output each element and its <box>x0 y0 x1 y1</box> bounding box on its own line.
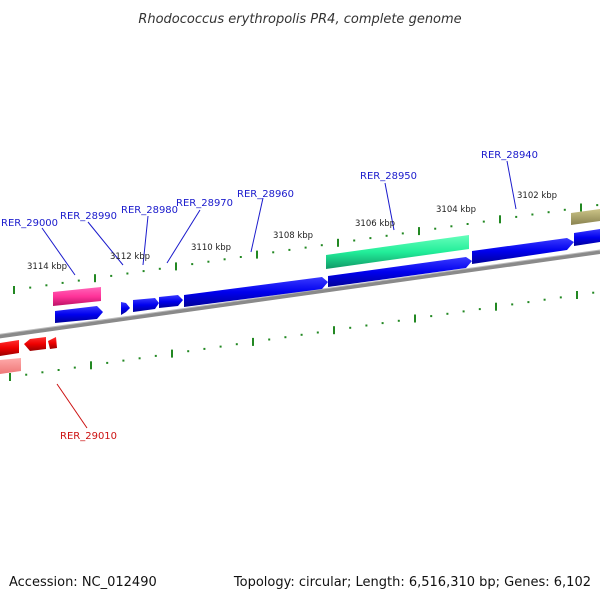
gene-label-rer-28980[interactable]: RER_28980 <box>121 205 178 216</box>
gene-label-rer-28970[interactable]: RER_28970 <box>176 198 233 209</box>
scale-label-3108: 3108 kbp <box>273 231 313 241</box>
scale-label-3112: 3112 kbp <box>110 252 150 262</box>
gene-label-rer-28940[interactable]: RER_28940 <box>481 150 538 161</box>
gene-arrow-rer-28980[interactable] <box>133 298 159 312</box>
gene-arrow-rer-28940[interactable] <box>472 238 574 264</box>
scale-label-3114: 3114 kbp <box>27 262 67 272</box>
gene-arrow-next[interactable] <box>574 229 600 246</box>
gene-arrow-rer-28960[interactable] <box>184 277 328 307</box>
scale-track <box>9 203 599 381</box>
gene-arrow-rer-28950[interactable] <box>328 257 472 287</box>
gene-arrow-rer-28970[interactable] <box>159 295 183 308</box>
gene-arrow-rer-29000[interactable] <box>55 306 103 323</box>
gene-arrow-rer-29010[interactable] <box>0 340 19 356</box>
genome-summary-text: Topology: circular; Length: 6,516,310 bp… <box>233 575 591 590</box>
gene-label-rer-28950[interactable]: RER_28950 <box>360 171 417 182</box>
gene-callouts: RER_29000 RER_28990 RER_28980 RER_28970 … <box>1 150 538 442</box>
gene-label-rer-29010[interactable]: RER_29010 <box>60 431 117 442</box>
scale-label-3110: 3110 kbp <box>191 243 231 253</box>
gene-arrow-reverse-light[interactable] <box>0 358 21 374</box>
reverse-track <box>0 337 57 374</box>
accession-text: Accession: NC_012490 <box>9 575 157 590</box>
genome-backbone <box>0 250 600 339</box>
gene-arrow-olive[interactable] <box>571 209 600 225</box>
gene-arrow-rer-29000-pink[interactable] <box>53 287 101 306</box>
gene-arrow-rer-28950-green[interactable] <box>326 235 469 269</box>
gene-arrow-reverse-small[interactable] <box>24 337 46 351</box>
forward-track <box>53 209 600 323</box>
gene-arrow-reverse-tiny[interactable] <box>48 337 57 349</box>
scale-label-3104: 3104 kbp <box>436 205 476 215</box>
gene-label-rer-29000[interactable]: RER_29000 <box>1 218 58 229</box>
gene-label-rer-28960[interactable]: RER_28960 <box>237 189 294 200</box>
scale-label-3106: 3106 kbp <box>355 219 395 229</box>
scale-label-3102: 3102 kbp <box>517 191 557 201</box>
genome-title: Rhodococcus erythropolis PR4, complete g… <box>138 12 461 27</box>
gene-label-rer-28990[interactable]: RER_28990 <box>60 211 117 222</box>
gene-arrow-rer-28990[interactable] <box>121 302 130 315</box>
